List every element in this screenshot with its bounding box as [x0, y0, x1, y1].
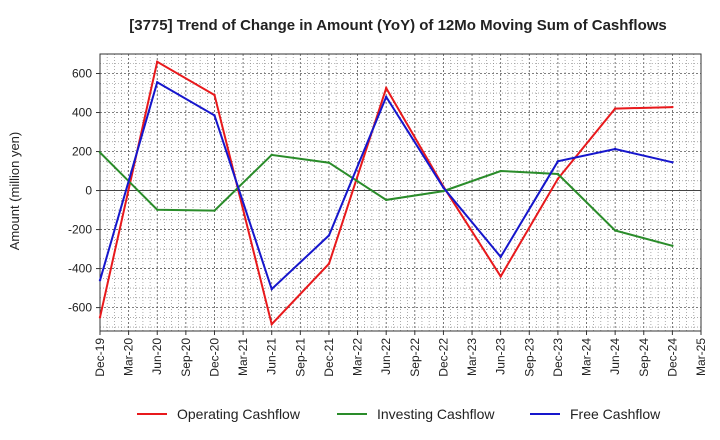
operating-cashflow-point: [499, 275, 502, 278]
free-cashflow-point: [556, 160, 560, 163]
x-tick-label: Jun-22: [379, 338, 393, 375]
investing-cashflow-point: [98, 151, 102, 154]
operating-cashflow-point: [384, 86, 388, 90]
legend-label-operating-cashflow: Operating Cashflow: [177, 406, 301, 422]
operating-cashflow-point: [213, 93, 216, 97]
y-axis-label: Amount (million yen): [7, 132, 22, 251]
free-cashflow-point: [671, 161, 674, 164]
x-tick-label: Jun-20: [150, 338, 164, 375]
y-tick-label: 600: [72, 67, 92, 81]
x-tick-label: Dec-19: [93, 338, 107, 377]
x-tick-label: Mar-24: [580, 338, 594, 376]
y-tick-label: 400: [72, 106, 92, 120]
free-cashflow-point: [442, 186, 445, 189]
x-tick-label: Sep-20: [179, 338, 193, 377]
y-tick-label: 200: [72, 145, 92, 159]
x-tick-label: Sep-21: [293, 338, 307, 377]
x-tick-label: Sep-24: [637, 338, 651, 377]
x-tick-label: Dec-23: [551, 338, 565, 377]
y-tick-label: -400: [68, 262, 92, 276]
operating-cashflow-point: [270, 322, 273, 326]
chart-title: [3775] Trend of Change in Amount (YoY) o…: [129, 17, 667, 34]
x-tick-label: Jun-23: [494, 338, 508, 375]
x-tick-label: Sep-22: [408, 338, 422, 377]
investing-cashflow-point: [327, 161, 331, 164]
x-tick-label: Mar-25: [694, 338, 708, 376]
free-cashflow-point: [384, 95, 388, 99]
free-cashflow-point: [270, 287, 273, 291]
x-tick-label: Jun-24: [608, 338, 622, 375]
x-tick-label: Dec-24: [665, 338, 679, 377]
free-cashflow-point: [213, 114, 216, 117]
y-tick-label: 0: [85, 184, 92, 198]
legend-label-free-cashflow: Free Cashflow: [570, 406, 661, 422]
y-tick-label: -200: [68, 223, 92, 237]
x-tick-label: Sep-23: [522, 338, 536, 377]
operating-cashflow-point: [156, 60, 159, 64]
investing-cashflow-point: [499, 169, 502, 173]
free-cashflow-point: [613, 147, 617, 151]
operating-cashflow-point: [327, 262, 331, 265]
x-tick-label: Mar-23: [465, 338, 479, 376]
plot-frame: [99, 53, 702, 332]
investing-cashflow-point: [442, 189, 445, 193]
free-cashflow-point: [98, 279, 102, 282]
plot-area: -600 -400 -200 0 200 400 600 Dec-19 Mar-20 Jun-20…: [68, 53, 708, 377]
operating-cashflow-point: [613, 107, 617, 110]
x-tick-label: Dec-22: [436, 338, 450, 377]
free-cashflow-point: [156, 81, 159, 84]
x-tick-label: Jun-21: [265, 338, 279, 375]
free-cashflow-point: [499, 255, 502, 259]
x-tick-label: Dec-20: [207, 338, 221, 377]
investing-cashflow-point: [213, 209, 216, 212]
investing-cashflow-point: [671, 244, 674, 247]
investing-cashflow-point: [270, 153, 273, 157]
investing-cashflow-point: [613, 229, 617, 232]
x-tick-label: Mar-20: [122, 338, 136, 376]
investing-cashflow-point: [156, 208, 159, 211]
legend: Operating Cashflow Investing Cashflow Free…: [137, 406, 661, 422]
x-tick-label: Mar-21: [236, 338, 250, 376]
legend-label-investing-cashflow: Investing Cashflow: [377, 406, 495, 422]
free-cashflow-point: [327, 234, 331, 237]
y-tick-label: -600: [68, 301, 92, 315]
investing-cashflow-point: [384, 198, 388, 202]
x-tick-label: Mar-22: [351, 338, 365, 376]
operating-cashflow-point: [671, 105, 674, 109]
operating-cashflow-point: [556, 177, 560, 181]
x-tick-label: Dec-21: [322, 338, 336, 377]
operating-cashflow-point: [98, 316, 102, 319]
investing-cashflow-point: [556, 172, 560, 176]
